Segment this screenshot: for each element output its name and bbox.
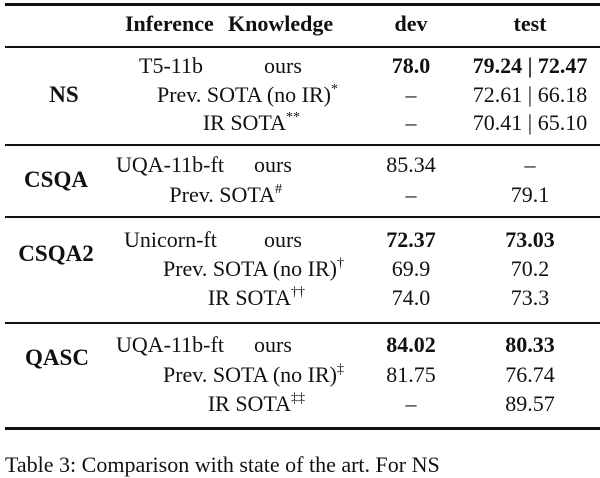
row-inference: UQA-11b-ft <box>116 332 224 357</box>
footnote-mark: † <box>337 256 344 271</box>
row-inference: UQA-11b-ft <box>116 152 224 177</box>
row-knowledge: ours <box>254 152 292 177</box>
row-inference: IR SOTA‡‡ <box>208 391 305 417</box>
footnote-mark: †† <box>291 285 305 300</box>
header-inference: Inference <box>125 11 214 36</box>
row-inference-label: IR SOTA <box>207 285 291 310</box>
dataset-csqa: CSQA <box>24 167 88 192</box>
row-test: 73.03 <box>505 227 555 252</box>
row-knowledge: ours <box>254 332 292 357</box>
header-dev: dev <box>394 11 428 36</box>
row-test: – <box>524 152 536 177</box>
table-caption: Table 3: Comparison with state of the ar… <box>5 452 440 477</box>
row-test: 79.1 <box>510 182 550 207</box>
row-inference: Prev. SOTA (no IR)‡ <box>163 362 344 388</box>
row-test: 80.33 <box>505 332 555 357</box>
row-inference-label: IR SOTA <box>207 391 291 416</box>
row-dev: 78.0 <box>391 53 431 78</box>
row-test: 89.57 <box>505 391 555 416</box>
row-inference-label: Prev. SOTA (no IR) <box>162 362 337 387</box>
row-test: 73.3 <box>510 285 550 310</box>
row-inference: IR SOTA†† <box>208 285 305 311</box>
row-dev: 85.34 <box>386 152 436 177</box>
table-top-rule <box>5 3 600 6</box>
row-dev: 84.02 <box>386 332 436 357</box>
table-bottom-rule <box>5 427 600 430</box>
group-rule-csqa2 <box>5 322 600 324</box>
footnote-mark: * <box>331 82 338 97</box>
row-test: 70.41 | 65.10 <box>472 110 588 135</box>
row-inference-label: Prev. SOTA <box>169 182 275 207</box>
group-rule-ns <box>5 144 600 146</box>
footnote-mark: ** <box>286 110 300 125</box>
row-dev: 69.9 <box>391 256 431 281</box>
row-knowledge: ours <box>264 227 302 252</box>
row-inference-label: Prev. SOTA (no IR) <box>156 82 331 107</box>
row-inference: Prev. SOTA# <box>169 182 282 208</box>
row-inference: T5-11b <box>139 53 203 78</box>
row-dev: – <box>405 82 417 107</box>
row-test: 72.61 | 66.18 <box>472 82 588 107</box>
row-test: 70.2 <box>510 256 550 281</box>
row-test: 76.74 <box>505 362 555 387</box>
row-knowledge: ours <box>264 53 302 78</box>
row-dev: – <box>405 391 417 416</box>
header-rule <box>5 46 600 48</box>
row-dev: 81.75 <box>386 362 436 387</box>
row-inference-label: IR SOTA <box>202 110 286 135</box>
row-inference-label: Prev. SOTA (no IR) <box>162 256 337 281</box>
dataset-csqa2: CSQA2 <box>18 241 94 266</box>
header-test: test <box>513 11 547 36</box>
header-knowledge: Knowledge <box>228 11 334 36</box>
row-dev: – <box>405 110 417 135</box>
dataset-qasc: QASC <box>25 345 89 370</box>
row-inference: Unicorn-ft <box>124 227 217 252</box>
footnote-mark: # <box>275 182 282 197</box>
row-dev: 74.0 <box>391 285 431 310</box>
footnote-mark: ‡‡ <box>291 391 305 406</box>
row-dev: – <box>405 182 417 207</box>
row-inference: IR SOTA** <box>203 110 300 136</box>
footnote-mark: ‡ <box>337 362 344 377</box>
row-inference: Prev. SOTA (no IR)† <box>163 256 344 282</box>
row-test: 79.24 | 72.47 <box>472 53 588 78</box>
row-dev: 72.37 <box>386 227 436 252</box>
group-rule-csqa <box>5 216 600 218</box>
dataset-ns: NS <box>49 82 79 107</box>
row-inference: Prev. SOTA (no IR)* <box>157 82 338 108</box>
